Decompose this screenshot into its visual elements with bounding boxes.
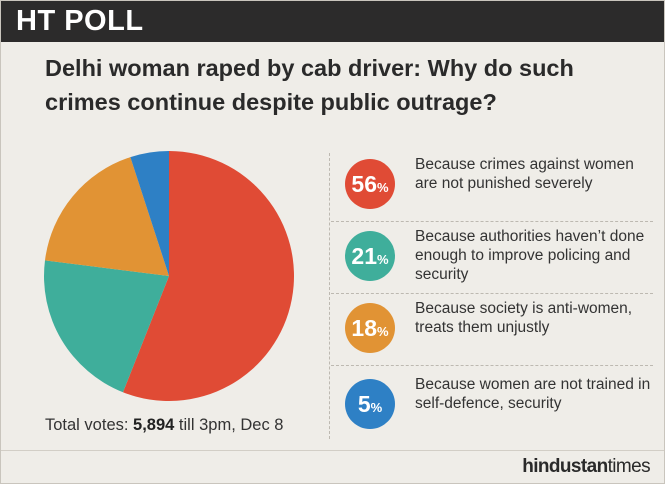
poll-question: Delhi woman raped by cab driver: Why do … <box>45 55 574 115</box>
legend-item-21: 21% Because authorities haven’t done eno… <box>331 223 653 294</box>
footer-divider <box>1 450 664 451</box>
pie-chart-svg <box>44 151 295 401</box>
percent-sign: % <box>370 400 383 415</box>
pie-slice-5 <box>130 151 169 276</box>
header-title: HT POLL <box>16 5 144 37</box>
total-votes-prefix: Total votes: <box>45 416 134 434</box>
percent-badge: 5% <box>345 379 395 429</box>
brand-bold: hindustan <box>522 456 608 477</box>
brand-light: times <box>607 456 651 477</box>
legend-item-5: 5% Because women are not trained in self… <box>331 367 653 437</box>
pie-slice-56 <box>122 151 295 401</box>
legend-divider <box>329 153 330 439</box>
legend-text: Because society is anti-women, treats th… <box>415 300 633 336</box>
legend-text: Because authorities haven’t done enough … <box>415 228 645 283</box>
total-votes-line: Total votes: 5,894 till 3pm, Dec 8 <box>45 416 283 435</box>
total-votes-count: 5,894 <box>133 416 175 434</box>
percent-sign: % <box>377 180 389 195</box>
percent-badge: 18% <box>345 303 395 353</box>
percent-value: 5 <box>357 391 371 417</box>
percent-badge: 21% <box>345 231 395 281</box>
pie-chart <box>41 151 301 401</box>
total-votes-suffix: till 3pm, Dec 8 <box>174 416 284 434</box>
percent-badge: 56% <box>345 159 395 209</box>
legend-text: Because crimes against women are not pun… <box>415 156 634 192</box>
header-bar: HT POLL <box>1 1 664 42</box>
hindustan-times-logo: hindustantimes <box>522 456 650 478</box>
pie-slice-21 <box>44 260 169 393</box>
legend-text: Because women are not trained in self-de… <box>415 376 651 412</box>
percent-value: 56 <box>351 171 378 197</box>
pie-slice-18 <box>44 157 169 276</box>
legend-item-56: 56% Because crimes against women are not… <box>331 151 653 222</box>
percent-sign: % <box>377 252 389 267</box>
percent-value: 21 <box>351 243 378 269</box>
percent-value: 18 <box>351 315 378 341</box>
percent-sign: % <box>377 324 389 339</box>
legend-item-18: 18% Because society is anti-women, treat… <box>331 295 653 366</box>
